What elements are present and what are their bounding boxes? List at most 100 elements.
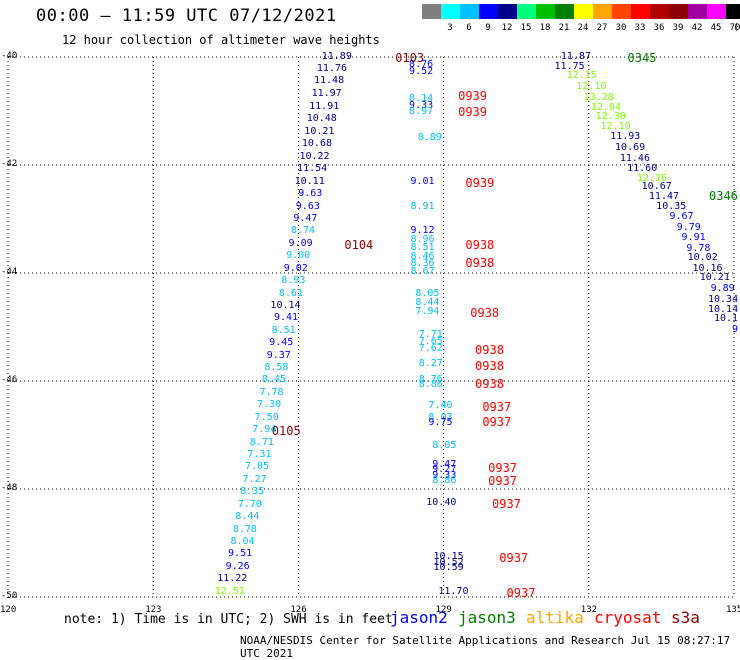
longitude-label: 123 [145,605,162,615]
latitude-label: -44 [1,267,18,277]
wave-height-label: 10.40 [426,496,457,508]
scale-swatch [498,4,517,19]
pass-time-label: 0937 [488,461,518,476]
wave-height-label: 9.79 [676,221,701,233]
pass-time-label: 0938 [475,342,504,357]
wave-height-label: 8.44 [415,296,440,308]
pass-time-label: 0103 [395,51,425,65]
wave-height-label: 10.21 [304,125,335,137]
scale-swatch [479,4,498,19]
pass-time-label: 0937 [488,473,518,488]
wave-height-label: 13.28 [583,91,614,103]
latitude-label: -40 [1,51,18,61]
pass-time-label: 0939 [458,105,488,119]
wave-height-label: 9 [732,323,739,335]
scale-label: 36 [653,23,665,33]
wave-height-label: 7.50 [254,411,279,423]
scale-swatch [441,4,460,19]
wave-height-label: 10.16 [692,262,723,274]
wave-height-label: 9.41 [274,312,299,324]
wave-height-label: 11.47 [648,191,680,203]
wave-height-label: 8.03 [428,411,453,423]
wave-height-label: 7.31 [247,448,272,460]
wave-height-label: 11.91 [309,100,340,112]
scale-swatch [650,4,669,19]
wave-height-label: 9.47 [432,458,457,470]
wave-height-label: 8.14 [409,93,434,105]
wave-height-label: 8.93 [281,275,306,287]
wave-height-label: 12.04 [590,102,621,114]
wave-height-label: 7.62 [418,342,443,354]
wave-height-label: 10.1 [714,312,739,324]
wave-height-label: 9.12 [410,225,435,237]
wave-height-label: 12.10 [600,121,631,133]
wave-height-label: 11.87 [560,51,591,62]
scale-swatch [707,4,726,19]
wave-height-label: 12.10 [576,80,607,92]
wave-height-label: 11.46 [619,152,650,164]
wave-height-label: 8.76 [418,373,443,385]
wave-height-label: 8.05 [415,287,440,299]
wave-height-label: 10.35 [656,201,687,213]
scale-swatch [612,4,631,19]
pass-time-label: 0939 [458,88,488,103]
longitude-label: 135 [726,605,740,615]
wave-height-label: 8.46 [410,250,435,262]
pass-time-label: 0937 [482,414,512,429]
scale-label: 6 [466,23,472,33]
scale-label: 70 [729,23,740,33]
wave-height-label: 8.44 [235,511,260,523]
wave-height-label: 8.45 [261,374,286,386]
wave-height-label: 9.47 [293,213,318,224]
wave-height-label: 10.67 [641,180,672,192]
wave-height-label: 7.65 [418,336,443,348]
scale-label: 24 [577,23,589,33]
wave-height-label: 11.60 [627,163,658,175]
latitude-label: -50 [1,591,18,601]
wave-height-label: 10.59 [433,562,464,574]
scale-swatch [688,4,707,19]
wave-height-label: 11.54 [297,163,328,175]
wave-height-label: 12.16 [636,172,667,184]
pass-time-label: 0937 [499,550,529,565]
pass-time-label: 0938 [475,358,504,373]
scale-swatch [593,4,612,19]
wave-height-label: 7.40 [428,399,453,411]
scale-swatch [517,4,536,19]
wave-height-label: 9.67 [669,210,694,222]
pass-time-label: 0345 [627,51,657,65]
latitude-label: -46 [1,375,18,385]
scale-swatch [536,4,555,19]
wave-height-label: 8.76 [409,59,434,71]
wave-height-label: 9.91 [681,231,706,243]
scale-label: 33 [634,23,646,33]
wave-height-label: 9.89 [710,283,735,295]
pass-time-label: 0104 [344,237,374,252]
wave-height-label: 9.02 [283,262,308,274]
wave-height-label: 10.52 [433,556,464,568]
wave-height-label: 8.58 [264,362,289,374]
wave-height-label: 9.01 [410,175,435,187]
scale-label: 15 [520,23,532,33]
scale-swatch [631,4,650,19]
scale-label: 18 [539,23,551,33]
longitude-label: 129 [435,605,452,615]
latitude-label: -48 [1,483,18,493]
wave-height-label: 10.69 [615,141,646,153]
pass-time-label: 0938 [465,256,495,271]
pass-time-label: 0939 [465,175,495,190]
wave-height-label: 8.91 [410,200,435,212]
wave-height-label: 8.97 [409,106,434,118]
scale-label: 27 [596,23,608,33]
pass-time-label: 0938 [465,237,495,252]
latitude-label: -42 [1,159,18,169]
wave-height-label: 10.34 [708,294,739,305]
wave-height-label: 9.63 [295,200,320,212]
pass-time-label: 0105 [271,424,301,439]
wave-height-label: 8.89 [417,132,442,143]
wave-height-label: 10.21 [699,272,730,284]
scale-unit: (ft) [733,23,740,33]
wave-height-label: 8.27 [418,357,443,369]
wave-height-label: 8.61 [278,287,303,299]
